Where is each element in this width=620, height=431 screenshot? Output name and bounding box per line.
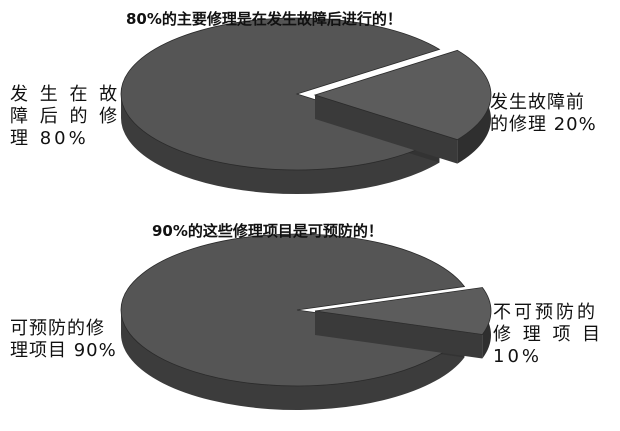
chart-2-major-side [121,310,465,411]
chart-2-minor-cut [315,311,483,359]
chart-1-title: 80%的主要修理是在发生故障后进行的！ [126,10,402,28]
chart-1-major-side [121,94,440,195]
chart-2-slice-minor [314,287,492,335]
chart-2-title: 90%的这些修理项目是可预防的！ [152,222,383,240]
chart-1-minor-cut [315,95,458,164]
chart-1-label-minor: 发生故障前 的修理 20% [490,92,597,135]
chart-2-slice-major [120,233,466,387]
chart-1-label-major: 发 生 在 故 障 后 的 修 理 80% [10,84,121,149]
chart-2-label-minor: 不可预防的 修 理 项 目 10% [493,302,604,367]
chart-1-slice-minor [313,49,492,141]
chart-2-label-major: 可预防的修 理项目 90% [10,318,117,361]
